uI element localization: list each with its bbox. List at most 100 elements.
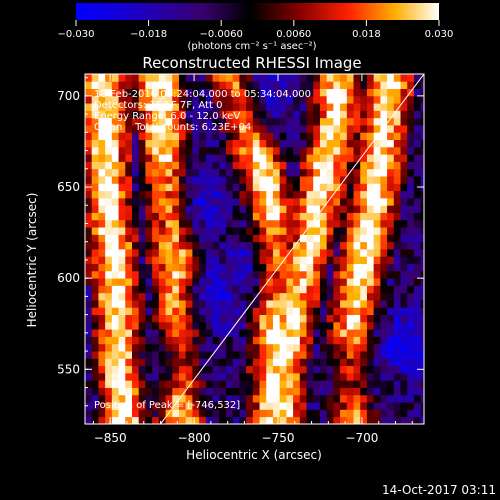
heatmap-cell	[346, 241, 354, 250]
heatmap-cell	[212, 197, 220, 206]
heatmap-cell	[387, 168, 395, 177]
heatmap-cell	[407, 292, 415, 301]
heatmap-cell	[333, 270, 341, 279]
heatmap-cell	[413, 409, 422, 418]
heatmap-cell	[145, 270, 153, 279]
heatmap-cell	[279, 372, 287, 381]
heatmap-cell	[252, 125, 260, 133]
heatmap-cell	[420, 263, 424, 272]
heatmap-cell	[326, 190, 334, 199]
heatmap-cell	[105, 329, 113, 337]
heatmap-cell	[145, 351, 153, 359]
heatmap-cell	[319, 241, 328, 250]
heatmap-cell	[91, 227, 99, 235]
heatmap-cell	[158, 241, 166, 250]
heatmap-cell	[131, 197, 140, 206]
heatmap-cell	[158, 336, 166, 345]
heatmap-cell	[145, 161, 153, 170]
heatmap-cell	[272, 139, 281, 148]
heatmap-cell	[413, 314, 422, 323]
heatmap-cell	[279, 227, 287, 235]
heatmap-cell	[279, 117, 287, 126]
heatmap-cell	[400, 88, 408, 97]
heatmap-cell	[158, 103, 166, 111]
heatmap-cell	[420, 219, 424, 228]
heatmap-cell	[185, 351, 193, 359]
heatmap-cell	[118, 190, 126, 199]
heatmap-cell	[319, 314, 328, 323]
heatmap-cell	[91, 256, 99, 264]
heatmap-cell	[272, 358, 281, 367]
heatmap-cell	[306, 292, 314, 301]
heatmap-cell	[293, 300, 301, 308]
heatmap-cell	[259, 227, 267, 235]
heatmap-cell	[225, 146, 234, 155]
heatmap-cell	[165, 394, 173, 403]
heatmap-cell	[380, 227, 388, 235]
heatmap-cell	[313, 219, 321, 228]
heatmap-cell	[353, 292, 361, 301]
heatmap-cell	[420, 95, 424, 104]
peak-position-label: Position of Peak = [-746,532]	[94, 400, 240, 411]
heatmap-cell	[360, 241, 368, 250]
heatmap-cell	[333, 307, 341, 316]
heatmap-cell	[199, 387, 207, 396]
heatmap-cell	[346, 110, 354, 119]
heatmap-cell	[165, 256, 173, 264]
heatmap-cell	[346, 387, 354, 396]
heatmap-cell	[326, 154, 334, 162]
heatmap-cell	[293, 387, 301, 396]
heatmap-cell	[98, 95, 106, 104]
heatmap-cell	[420, 81, 424, 89]
heatmap-cell	[172, 74, 180, 82]
heatmap-cell	[346, 117, 354, 126]
heatmap-cell	[407, 329, 415, 337]
heatmap-cell	[192, 321, 200, 330]
heatmap-cell	[172, 300, 180, 308]
heatmap-cell	[246, 351, 254, 359]
heatmap-cell	[178, 110, 187, 119]
heatmap-cell	[131, 227, 140, 235]
heatmap-cell	[152, 81, 160, 89]
heatmap-cell	[326, 139, 334, 148]
heatmap-cell	[353, 219, 361, 228]
heatmap-cell	[340, 314, 348, 323]
heatmap-cell	[272, 314, 281, 323]
heatmap-cell	[111, 314, 119, 323]
heatmap-cell	[205, 314, 213, 323]
heatmap-cell	[360, 409, 368, 418]
heatmap-cell	[387, 227, 395, 235]
heatmap-cell	[366, 336, 375, 345]
heatmap-cell	[393, 351, 401, 359]
heatmap-cell	[319, 263, 328, 272]
heatmap-cell	[91, 197, 99, 206]
heatmap-cell	[286, 219, 294, 228]
heatmap-cell	[293, 132, 301, 141]
heatmap-cell	[111, 416, 119, 424]
heatmap-cell	[185, 270, 193, 279]
heatmap-cell	[266, 300, 274, 308]
heatmap-cell	[313, 168, 321, 177]
heatmap-cell	[219, 74, 227, 82]
heatmap-cell	[239, 117, 247, 126]
heatmap-cell	[232, 307, 240, 316]
heatmap-cell	[185, 74, 193, 82]
heatmap-cell	[205, 190, 213, 199]
heatmap-cell	[252, 161, 260, 170]
heatmap-cell	[199, 256, 207, 264]
heatmap-cell	[259, 219, 267, 228]
heatmap-cell	[158, 117, 166, 126]
heatmap-cell	[152, 110, 160, 119]
heatmap-cell	[225, 81, 234, 89]
heatmap-cell	[131, 336, 140, 345]
heatmap-cell	[293, 154, 301, 162]
heatmap-cell	[212, 372, 220, 381]
heatmap-cell	[319, 74, 328, 82]
heatmap-cell	[286, 321, 294, 330]
heatmap-cell	[98, 219, 106, 228]
heatmap-cell	[98, 292, 106, 301]
heatmap-cell	[125, 402, 133, 410]
heatmap-cell	[266, 387, 274, 396]
heatmap-cell	[380, 117, 388, 126]
heatmap-cell	[125, 278, 133, 286]
